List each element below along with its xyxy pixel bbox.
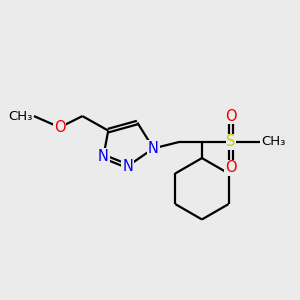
Text: S: S	[226, 134, 236, 149]
Text: N: N	[122, 159, 133, 174]
Text: N: N	[148, 141, 159, 156]
Text: N: N	[98, 149, 109, 164]
Text: CH₃: CH₃	[8, 110, 32, 123]
Text: CH₃: CH₃	[262, 135, 286, 148]
Text: O: O	[225, 160, 237, 175]
Text: O: O	[225, 109, 237, 124]
Text: O: O	[54, 120, 66, 135]
